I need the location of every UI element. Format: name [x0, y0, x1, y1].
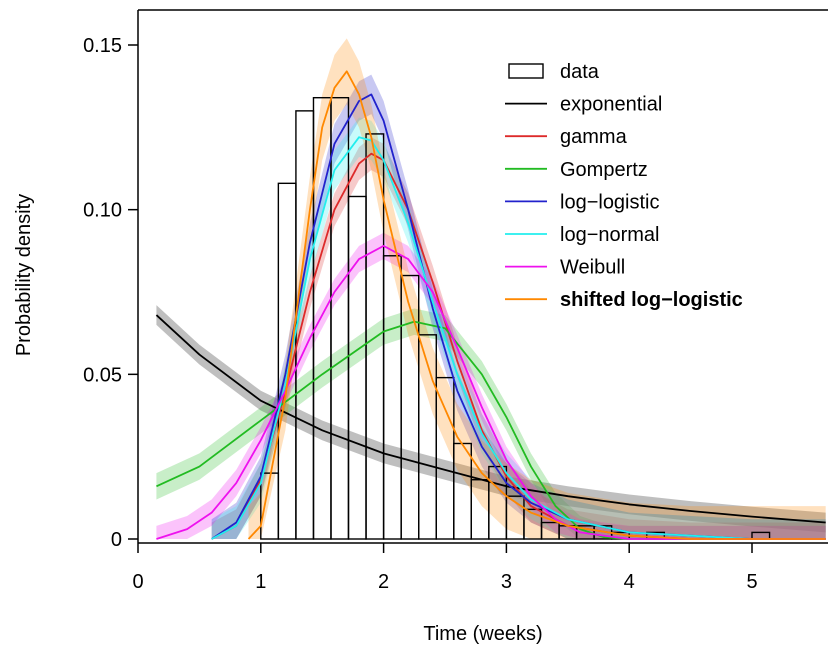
legend-label: Gompertz	[560, 159, 648, 181]
x-tick-label: 2	[378, 571, 389, 593]
band-weibull	[156, 232, 826, 539]
legend-swatch	[508, 63, 544, 79]
legend-label: shifted log−logistic	[560, 289, 743, 311]
legend-item-weibull: Weibull	[505, 257, 625, 279]
legend-item-gompertz: Gompertz	[505, 159, 648, 181]
y-tick-label: 0.15	[83, 35, 122, 57]
confidence-bands	[156, 38, 826, 540]
x-tick-label: 3	[501, 571, 512, 593]
legend-label: log−normal	[560, 224, 660, 246]
legend-label: Weibull	[560, 257, 625, 279]
x-tick-label: 0	[132, 571, 143, 593]
legend-item-log-normal: log−normal	[505, 224, 660, 246]
legend-item-shifted-log-logistic: shifted log−logistic	[505, 289, 743, 311]
legend-label: log−logistic	[560, 191, 660, 213]
legend-item-exponential: exponential	[505, 94, 662, 116]
x-axis-title: Time (weeks)	[423, 623, 542, 645]
legend: data exponential gamma Gompertz log−logistic…	[505, 61, 743, 311]
histogram-bars	[260, 96, 771, 540]
curve-weibull	[156, 244, 826, 540]
legend-item-data: data	[508, 61, 600, 83]
legend-item-gamma: gamma	[505, 126, 628, 148]
y-tick-label: 0.10	[83, 200, 122, 222]
band-gompertz	[156, 308, 826, 539]
curve-exponential	[155, 314, 826, 524]
x-tick-label: 5	[746, 571, 757, 593]
legend-label: exponential	[560, 94, 662, 116]
y-tick-label: 0	[111, 529, 122, 551]
band-exponential	[156, 305, 826, 533]
density-curves	[155, 70, 826, 540]
x-tick-label: 1	[255, 571, 266, 593]
y-axis-title: Probability density	[13, 194, 35, 356]
y-tick-label: 0.05	[83, 364, 122, 386]
x-tick-label: 4	[624, 571, 635, 593]
legend-label: gamma	[560, 126, 628, 148]
curve-shifted-log-logistic	[247, 70, 826, 540]
histogram-bar	[382, 255, 402, 540]
legend-item-log-logistic: log−logistic	[505, 191, 660, 213]
legend-label: data	[560, 61, 600, 83]
axes: 0 1 2 3 4 5 0 0.05 0.10 0.15	[83, 9, 828, 593]
